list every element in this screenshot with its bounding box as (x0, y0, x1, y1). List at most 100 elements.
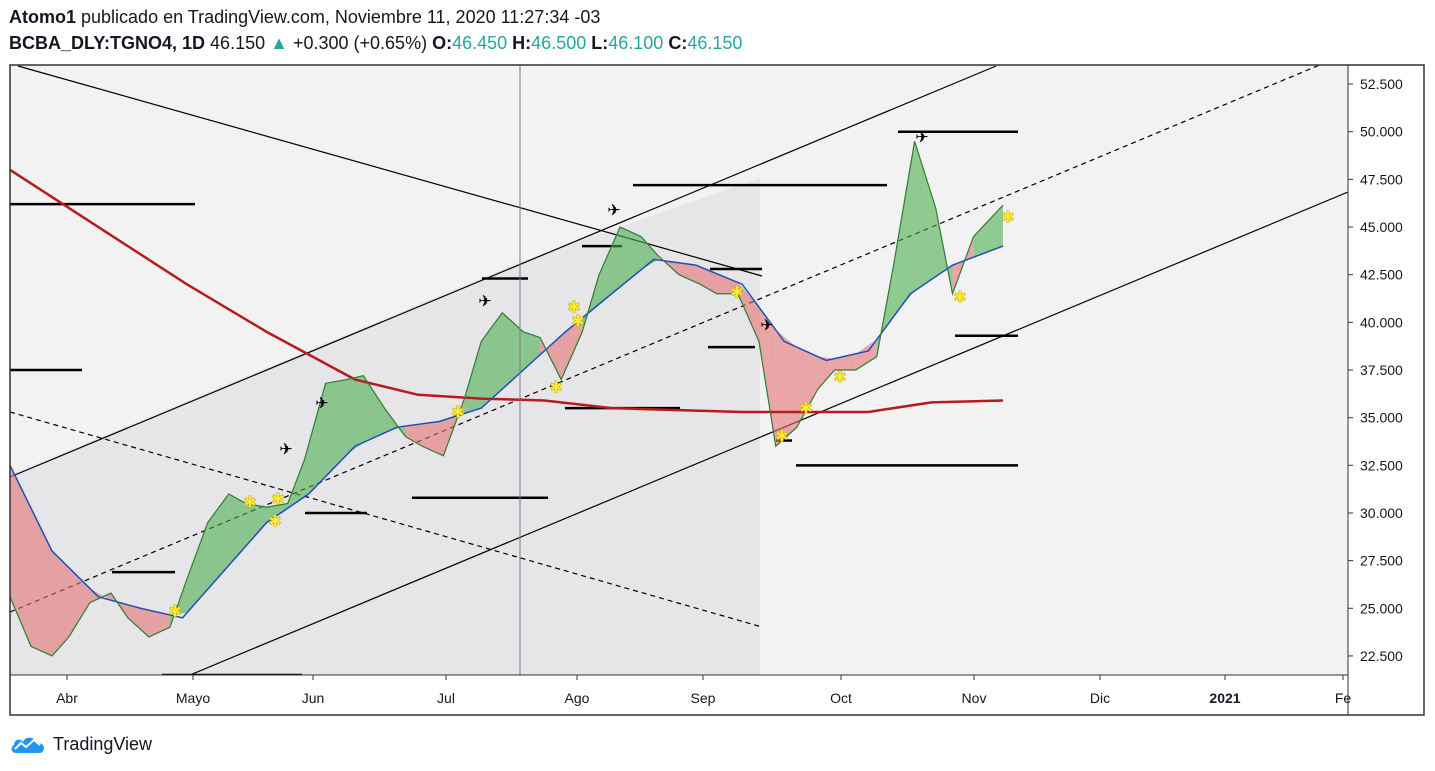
close-value: 46.150 (687, 33, 743, 53)
ribbon-segment (973, 205, 1003, 258)
close-label: C: (668, 33, 688, 53)
y-tick-label: 40.000 (1360, 314, 1403, 330)
y-tick-label: 25.000 (1360, 600, 1403, 616)
high-value: 46.500 (531, 33, 587, 53)
fast-ma-line (10, 245, 1004, 619)
high-label: H: (512, 33, 532, 53)
ribbon-segment (148, 610, 170, 637)
x-tick-label: Mayo (176, 690, 210, 706)
buy-signal-icon: ✱ (549, 378, 562, 397)
brand-name: TradingView (53, 733, 153, 754)
sell-signal-icon: ✈ (315, 394, 328, 413)
buy-signal-icon: ✱ (571, 312, 584, 331)
ribbon-segment (207, 493, 229, 590)
series-lines (10, 141, 1004, 657)
buy-signal-icon: ✱ (567, 298, 580, 317)
x-tick-label: Oct (830, 690, 852, 706)
ribbon-segment (363, 375, 385, 443)
y-tick-label: 32.500 (1360, 457, 1403, 473)
ribbon-segment (68, 567, 90, 637)
price-change: +0.300 (+0.65%) (292, 33, 428, 53)
ribbon-segment (245, 503, 267, 547)
y-tick-label: 47.500 (1360, 171, 1403, 187)
ma200-line (10, 168, 1004, 414)
open-value: 46.450 (452, 33, 508, 53)
ribbon-segment (52, 551, 69, 656)
dashed-trendline (10, 411, 763, 628)
sell-signal-icon: ✈ (607, 201, 620, 220)
x-tick-label: 2021 (1209, 690, 1240, 706)
ribbon-segment (422, 420, 444, 456)
ribbon-segment (641, 236, 658, 270)
y-tick-label: 27.500 (1360, 553, 1403, 569)
ma-ribbon (10, 141, 1003, 656)
low-value: 46.100 (608, 33, 664, 53)
y-tick-label: 52.500 (1360, 76, 1403, 92)
sell-signal-icon: ✈ (915, 128, 928, 147)
author-name[interactable]: Atomo1 (9, 7, 76, 27)
ribbon-segment (737, 282, 759, 342)
x-tick-label: Fe (1335, 690, 1352, 706)
chart-title: Atomo1 publicado en TradingView.com, Nov… (9, 7, 600, 28)
y-tick-label: 42.500 (1360, 267, 1403, 283)
ribbon-segment (620, 227, 642, 287)
buy-signal-icon: ✱ (953, 288, 966, 307)
tradingview-logo[interactable]: TradingView (9, 733, 152, 755)
ribbon-segment (127, 604, 149, 637)
ribbon-segment (186, 522, 208, 614)
y-tick-label: 35.000 (1360, 410, 1403, 426)
buy-signal-icon: ✱ (1001, 208, 1014, 227)
ribbon-segment (346, 375, 364, 455)
ribbon-segment (679, 262, 701, 285)
symbol-info: BCBA_DLY:TGNO4, 1D 46.150 ▲ +0.300 (+0.6… (9, 33, 742, 54)
price-line (10, 141, 1004, 657)
ribbon-segment (304, 383, 326, 497)
x-tick-label: Nov (962, 690, 987, 706)
ribbon-segment (502, 312, 524, 390)
symbol-label: BCBA_DLY:TGNO4, 1D (9, 33, 206, 53)
ribbon-segment (716, 273, 738, 294)
ribbon-segment (700, 266, 717, 294)
ribbon-segment (561, 318, 583, 380)
x-tick-label: Jul (437, 690, 455, 706)
chart-frame (9, 64, 1425, 716)
ribbon-segment (481, 312, 503, 409)
ribbon-segment (228, 493, 246, 566)
ribbon-segment (89, 588, 111, 603)
time-axis[interactable]: Abr Mayo Jun Jul Ago Sep Oct Nov Dic 2021 Fe (56, 675, 1351, 706)
x-tick-label: Abr (56, 690, 78, 706)
buy-signal-icon: ✱ (833, 368, 846, 387)
y-tick-label: 22.500 (1360, 648, 1403, 664)
ribbon-segment (31, 508, 53, 656)
ribbon-segment (266, 503, 288, 523)
ribbon-segment (523, 331, 541, 370)
ribbon-segment (464, 341, 482, 414)
ribbon-segment (325, 379, 347, 477)
buy-signal-icon: ✱ (775, 427, 788, 446)
buy-signal-icon: ✱ (451, 403, 464, 422)
channel-upper-line (10, 65, 997, 478)
x-tick-label: Dic (1090, 690, 1110, 706)
ribbon-segment (405, 423, 423, 447)
up-arrow-icon: ▲ (270, 33, 288, 53)
cloud-logo-icon (11, 737, 45, 753)
channel-lower-line (189, 191, 1348, 675)
ribbon-segment (914, 141, 936, 291)
ribbon-segment (10, 465, 32, 647)
open-label: O: (432, 33, 453, 53)
buy-signal-icon: ✱ (168, 602, 181, 621)
buy-signal-icon: ✱ (799, 399, 812, 418)
buy-signal-icon: ✱ (268, 512, 281, 531)
x-tick-label: Jun (302, 690, 325, 706)
x-tick-label: Ago (565, 690, 590, 706)
last-price: 46.150 (210, 33, 266, 53)
buy-signal-icon: ✱ (243, 493, 256, 512)
sell-signal-icon: ✈ (760, 316, 773, 335)
sell-signal-icon: ✈ (279, 440, 292, 459)
sell-signal-icon: ✈ (478, 292, 491, 311)
buy-signal-icon: ✱ (271, 490, 284, 509)
price-axis[interactable]: 22.500 25.000 27.500 30.000 32.500 35.000 37.5… (1348, 76, 1403, 664)
x-tick-label: Sep (691, 690, 716, 706)
y-tick-label: 37.500 (1360, 362, 1403, 378)
